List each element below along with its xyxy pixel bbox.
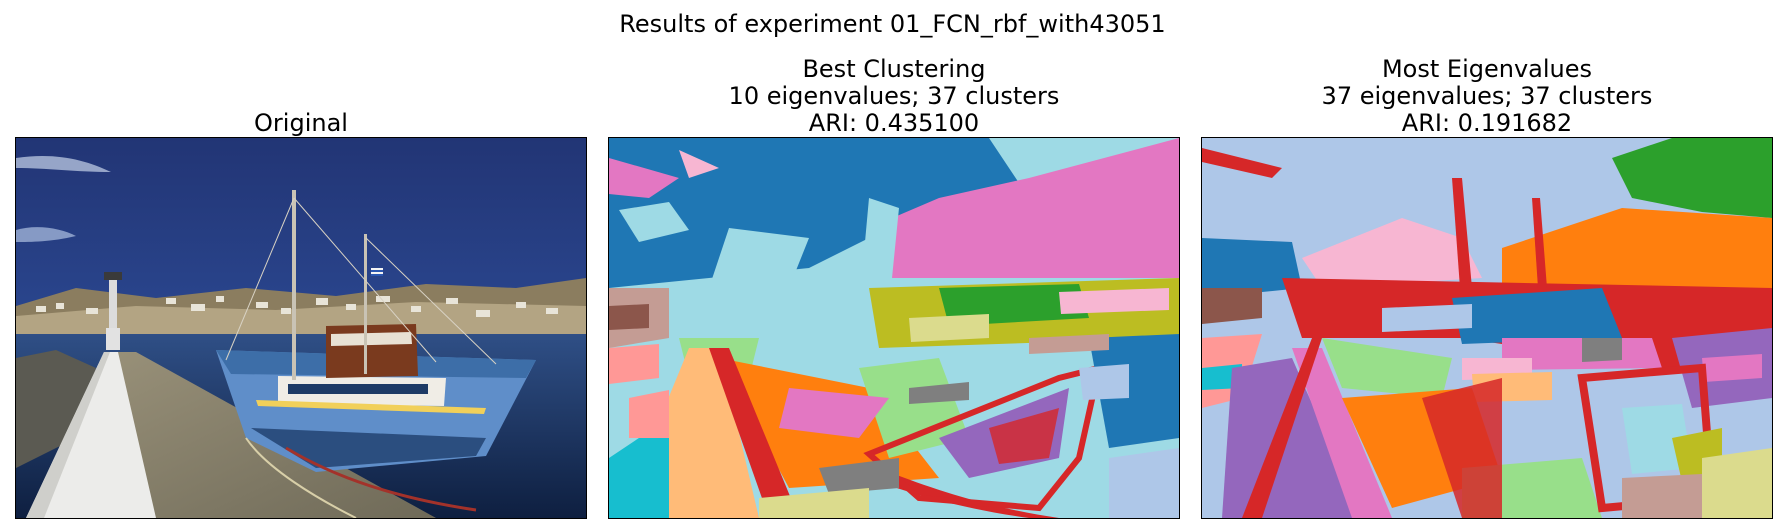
best-clustering-image (608, 137, 1180, 519)
panel-best-clustering: Best Clustering 10 eigenvalues; 37 clust… (608, 0, 1180, 532)
panel-title-best: Best Clustering 10 eigenvalues; 37 clust… (608, 56, 1180, 137)
panel-original: Original (15, 0, 587, 532)
panel-title-line: ARI: 0.435100 (808, 109, 980, 137)
panel-title-line: 10 eigenvalues; 37 clusters (728, 82, 1060, 110)
panel-title-line: Most Eigenvalues (1381, 55, 1593, 83)
panel-title-most: Most Eigenvalues 37 eigenvalues; 37 clus… (1201, 56, 1773, 137)
original-image (15, 137, 587, 519)
panel-title-original: Original (15, 110, 587, 137)
panel-title-line: ARI: 0.191682 (1401, 109, 1573, 137)
panel-title-line: Original (254, 109, 348, 137)
figure-title: Results of experiment 01_FCN_rbf_with430… (619, 10, 1166, 38)
panel-most-eigenvalues: Most Eigenvalues 37 eigenvalues; 37 clus… (1201, 0, 1773, 532)
most-eigenvalues-image (1201, 137, 1773, 519)
panel-title-line: 37 eigenvalues; 37 clusters (1321, 82, 1653, 110)
panel-title-line: Best Clustering (802, 55, 986, 83)
